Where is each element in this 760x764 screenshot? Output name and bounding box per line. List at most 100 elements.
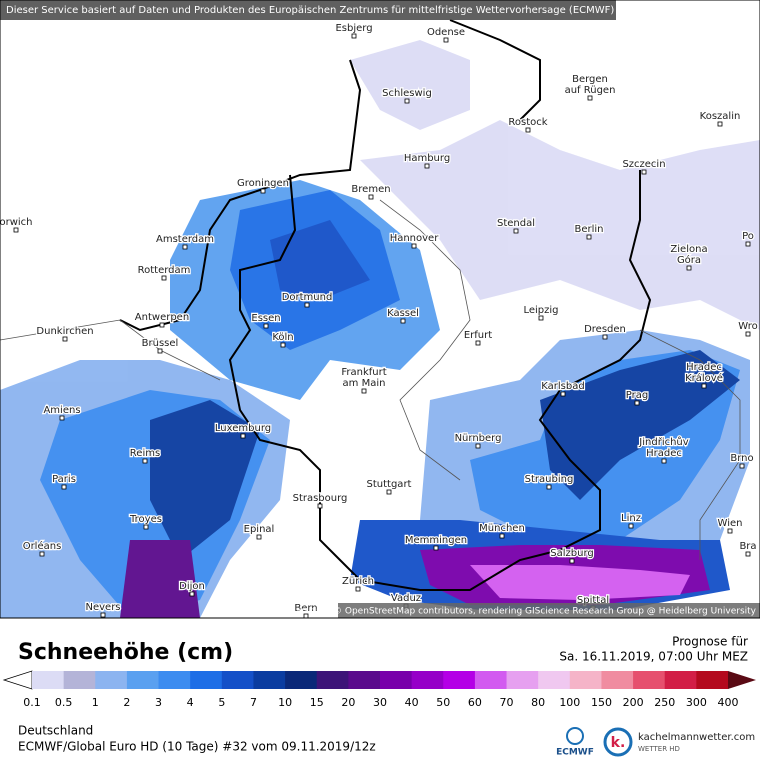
legend-title: Schneehöhe (cm) (18, 640, 233, 665)
city-dot (256, 534, 262, 540)
city-label: Linz (621, 513, 641, 524)
city-label: Frankfurt (341, 367, 386, 378)
city-dot (411, 243, 417, 249)
city-dot (304, 302, 310, 308)
banner-background (0, 0, 616, 20)
city-dot (404, 98, 410, 104)
city-label: Wien (718, 518, 743, 529)
city-label: Odense (427, 27, 465, 38)
city-dot (569, 558, 575, 564)
city-dot (602, 334, 608, 340)
city-label: Salzburg (550, 548, 593, 559)
city-dot (641, 169, 647, 175)
city-label: Zielona (670, 244, 707, 255)
city-label: orwich (0, 217, 33, 228)
city-dot (560, 391, 566, 397)
colorbar-under (2, 670, 33, 690)
city-dot (263, 323, 269, 329)
svg-text:k.: k. (611, 735, 626, 751)
city-label: Bremen (351, 184, 390, 195)
city-dot (717, 121, 723, 127)
colorbar-label: 4 (187, 696, 194, 709)
city-label: Hradec (686, 362, 722, 373)
city-label: Stendal (497, 218, 535, 229)
ecmwf-text: ECMWF (556, 748, 594, 758)
city-dot (143, 524, 149, 530)
region: Deutschland (18, 724, 93, 738)
city-dot (634, 400, 640, 406)
city-dot (317, 503, 323, 509)
city-label: Rotterdam (138, 265, 191, 276)
city-dot (745, 551, 751, 557)
city-label: Kassel (387, 308, 419, 319)
city-dot (661, 458, 667, 464)
colorbar-box (411, 671, 444, 689)
city-label: Rostock (508, 117, 547, 128)
city-dot (13, 227, 19, 233)
colorbar-over (728, 671, 756, 689)
colorbar-label: 0.1 (23, 696, 41, 709)
city-label: Brüssel (142, 338, 179, 349)
colorbar-box (190, 671, 223, 689)
city-label: Hamburg (404, 153, 450, 164)
colorbar-label: 30 (373, 696, 387, 709)
colorbar-box (633, 671, 666, 689)
colorbar-box (569, 671, 602, 689)
city-dot (686, 265, 692, 271)
colorbar-box (158, 671, 191, 689)
city-label: Köln (272, 332, 293, 343)
city-label: Nevers (85, 602, 120, 613)
city-dot (59, 415, 65, 421)
colorbar-box (538, 671, 571, 689)
city-label: Dortmund (282, 292, 333, 303)
city-label: Antwerpen (135, 312, 189, 323)
colorbar-box (63, 671, 96, 689)
city-dot (586, 234, 592, 240)
colorbar-label: 40 (405, 696, 419, 709)
city-dot (745, 331, 751, 337)
city-label: Vaduz (391, 593, 421, 604)
city-label: Strasbourg (293, 493, 348, 504)
city-dot (400, 318, 406, 324)
city-dot (161, 275, 167, 281)
colorbar-box (253, 671, 286, 689)
city-label: Karlsbad (541, 381, 584, 392)
city-label: Amsterdam (156, 234, 214, 245)
city-dot (386, 489, 392, 495)
city-label: Brno (730, 453, 753, 464)
city-dot (443, 37, 449, 43)
colorbar-label: 1 (92, 696, 99, 709)
city-dot (587, 95, 593, 101)
city-label: Dresden (584, 324, 626, 335)
colorbar-box (95, 671, 128, 689)
colorbar-label: 60 (468, 696, 482, 709)
colorbar-label: 400 (718, 696, 739, 709)
city-dot (727, 528, 733, 534)
city-label: Prag (626, 390, 648, 401)
city-dot (157, 348, 163, 354)
city-label: Troyes (129, 514, 162, 525)
site-sub: WETTER HD (638, 745, 680, 753)
city-dot (499, 533, 505, 539)
colorbar-label: 10 (278, 696, 292, 709)
colorbar-label: 5 (218, 696, 225, 709)
ecmwf-logo: ECMWF (556, 727, 594, 758)
city-dot (189, 591, 195, 597)
colorbar-label: 0.5 (55, 696, 73, 709)
city-label: Stuttgart (367, 479, 412, 490)
snow-areas (0, 40, 760, 618)
city-dot (546, 484, 552, 490)
city-label: Erfurt (464, 330, 492, 341)
city-label: Hannover (390, 233, 440, 244)
city-label: Berlin (574, 224, 603, 235)
city-dot (424, 163, 430, 169)
site-name: kachelmannwetter.com (638, 732, 755, 743)
city-label: Dunkirchen (36, 326, 93, 337)
city-dot (39, 551, 45, 557)
borders (119, 19, 652, 591)
colorbar-label: 3 (155, 696, 162, 709)
city-dot (260, 188, 266, 194)
borders-thin (0, 199, 741, 560)
